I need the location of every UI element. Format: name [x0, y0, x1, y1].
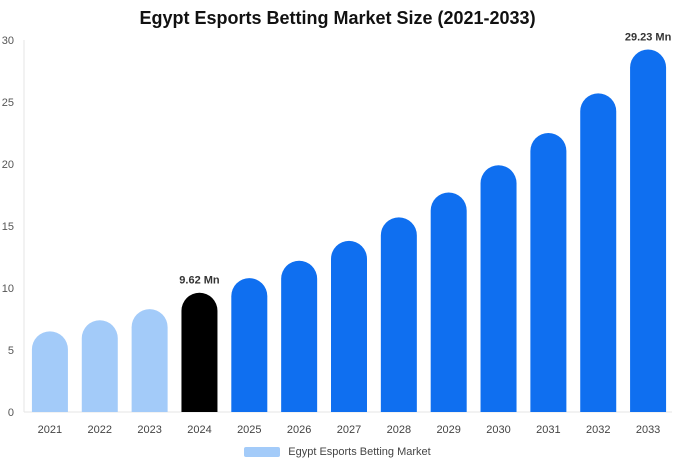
- y-tick-label: 0: [8, 407, 14, 419]
- legend-swatch: [244, 447, 281, 458]
- bar-2022: [81, 320, 118, 412]
- bar-2033: [630, 49, 667, 412]
- x-tick-label: 2033: [636, 424, 660, 436]
- x-axis-ticks: 2021 2022 2023 2024 2025 2026 2027 2028 2029 2030…: [38, 424, 661, 436]
- bar-2024: [181, 292, 218, 412]
- bar-2026: [281, 260, 318, 412]
- bar-2032: [580, 93, 617, 412]
- y-tick-label: 10: [2, 283, 14, 295]
- x-tick-label: 2023: [137, 424, 161, 436]
- x-tick-label: 2027: [337, 424, 361, 436]
- x-tick-label: 2032: [586, 424, 610, 436]
- bar-2025: [231, 278, 268, 412]
- x-tick-label: 2029: [436, 424, 460, 436]
- x-tick-label: 2022: [88, 424, 112, 436]
- bar-2029: [430, 192, 467, 412]
- x-tick-label: 2021: [38, 424, 62, 436]
- bar-2031: [530, 133, 567, 412]
- y-tick-label: 30: [2, 35, 14, 47]
- y-tick-label: 15: [2, 221, 14, 233]
- y-tick-label: 25: [2, 97, 14, 109]
- x-tick-label: 2026: [287, 424, 311, 436]
- data-labels: 9.62 Mn 29.23 Mn: [179, 32, 671, 287]
- bar-2027: [331, 240, 367, 412]
- legend-label: Egypt Esports Betting Market: [288, 446, 431, 459]
- y-tick-label: 20: [2, 159, 14, 171]
- bars: [31, 49, 667, 412]
- bar-2021: [31, 331, 68, 412]
- bar-2030: [480, 165, 517, 412]
- x-tick-label: 2025: [237, 424, 261, 436]
- y-tick-label: 5: [8, 345, 14, 357]
- data-label-2033: 29.23 Mn: [625, 32, 672, 44]
- y-axis-ticks: 0 5 10 15 20 25 30: [2, 35, 14, 419]
- x-tick-label: 2024: [187, 424, 211, 436]
- data-label-2024: 9.62 Mn: [179, 275, 220, 287]
- x-tick-label: 2031: [536, 424, 560, 436]
- bar-2028: [380, 217, 417, 412]
- legend: Egypt Esports Betting Market: [0, 446, 675, 458]
- x-tick-label: 2028: [387, 424, 411, 436]
- chart-title: Egypt Esports Betting Market Size (2021-…: [139, 8, 536, 28]
- x-tick-label: 2030: [486, 424, 510, 436]
- bar-2023: [131, 309, 168, 412]
